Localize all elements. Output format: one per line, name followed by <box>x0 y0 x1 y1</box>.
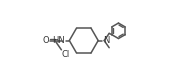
Text: Cl: Cl <box>62 50 70 59</box>
Text: O: O <box>43 36 49 45</box>
Text: HN: HN <box>52 36 65 45</box>
Text: N: N <box>103 36 109 45</box>
